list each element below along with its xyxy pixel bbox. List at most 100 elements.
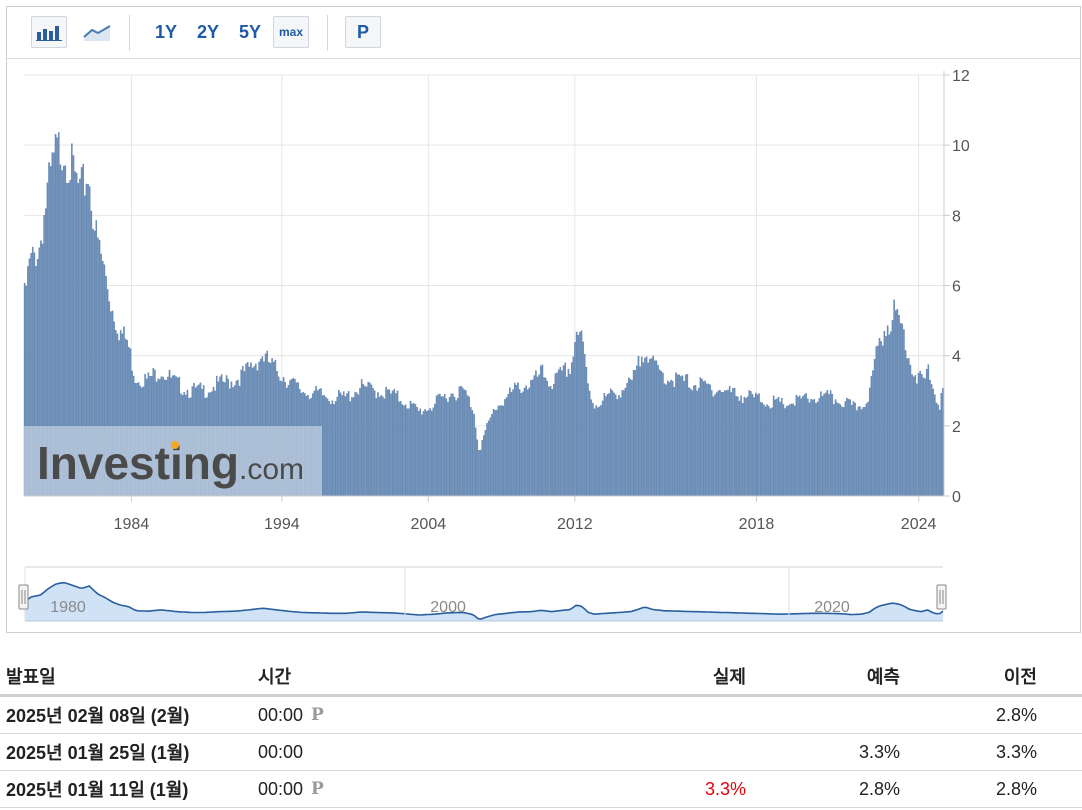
bar[interactable] [676,374,679,497]
bar[interactable] [347,391,350,497]
range-max-button[interactable]: max [273,16,309,48]
bar[interactable] [937,404,939,497]
bar[interactable] [675,372,677,497]
bar[interactable] [637,356,640,497]
bar[interactable] [587,383,589,497]
bar[interactable] [600,405,602,497]
bar[interactable] [711,390,713,497]
bar[interactable] [510,391,513,497]
bar[interactable] [349,401,352,497]
bar[interactable] [385,386,387,497]
bar[interactable] [696,390,698,497]
bar[interactable] [709,384,711,497]
bar[interactable] [875,346,877,497]
bar[interactable] [779,401,781,497]
bar[interactable] [632,369,635,497]
bar[interactable] [880,341,882,497]
bar[interactable] [868,387,871,497]
bar[interactable] [370,384,373,497]
bar[interactable] [455,400,457,497]
bar[interactable] [479,449,482,497]
bar[interactable] [655,360,658,497]
bar[interactable] [611,390,614,497]
bar[interactable] [399,401,402,497]
bar[interactable] [416,407,418,497]
bar[interactable] [640,356,643,497]
bar[interactable] [624,387,627,497]
bar[interactable] [497,405,500,497]
bar[interactable] [522,391,524,497]
bar[interactable] [885,336,887,497]
bar[interactable] [921,374,923,497]
bar[interactable] [325,396,327,497]
bar[interactable] [339,392,342,497]
bar[interactable] [763,404,765,497]
bar[interactable] [377,392,379,497]
bar[interactable] [369,382,371,497]
bar[interactable] [860,409,863,497]
bar[interactable] [619,397,622,497]
bar[interactable] [719,389,721,497]
bar[interactable] [847,399,850,497]
bar[interactable] [360,379,363,497]
bar[interactable] [714,394,716,497]
bar[interactable] [382,396,384,497]
bar[interactable] [536,376,539,497]
bar[interactable] [932,388,934,497]
bar[interactable] [549,386,552,497]
bar[interactable] [815,403,817,497]
bar[interactable] [548,386,550,497]
bar[interactable] [680,376,682,497]
bar[interactable] [391,390,394,497]
bar[interactable] [561,370,563,497]
bar[interactable] [694,385,697,497]
bar[interactable] [559,367,562,497]
bar[interactable] [386,389,389,497]
bar[interactable] [512,389,514,497]
bar[interactable] [453,396,456,497]
bar[interactable] [886,325,889,497]
bar[interactable] [447,402,449,497]
bar[interactable] [380,394,382,497]
bar[interactable] [781,397,783,497]
bar[interactable] [484,430,487,497]
bar[interactable] [805,393,807,497]
bar[interactable] [564,362,566,497]
bar[interactable] [862,407,864,497]
bar[interactable] [899,323,902,497]
bar[interactable] [365,386,368,497]
bar[interactable] [491,414,493,497]
bar[interactable] [838,403,840,497]
bar[interactable] [693,385,695,497]
bar[interactable] [351,397,353,497]
bar[interactable] [728,385,731,497]
bar[interactable] [463,389,466,497]
bar[interactable] [413,403,415,497]
bar[interactable] [922,377,925,497]
bar[interactable] [912,376,915,497]
bar[interactable] [909,364,912,497]
bar[interactable] [654,360,656,497]
bar[interactable] [554,373,557,497]
range-navigator[interactable]: 1980 2000 2020 [18,566,947,622]
bar[interactable] [346,393,348,497]
bar[interactable] [406,408,409,497]
bar[interactable] [745,398,747,497]
bar[interactable] [323,395,325,497]
bar[interactable] [473,413,475,497]
bar[interactable] [543,377,545,497]
bar[interactable] [445,398,448,497]
bar[interactable] [492,408,495,497]
bar[interactable] [750,391,752,497]
bar[interactable] [590,399,593,497]
bar[interactable] [688,387,690,497]
bar[interactable] [645,356,648,497]
bar[interactable] [372,388,374,497]
bar[interactable] [826,390,829,497]
bar[interactable] [639,366,641,497]
bar[interactable] [395,393,397,497]
bar[interactable] [864,407,866,497]
bar[interactable] [440,396,443,497]
bar[interactable] [557,369,560,497]
bar[interactable] [660,371,663,497]
